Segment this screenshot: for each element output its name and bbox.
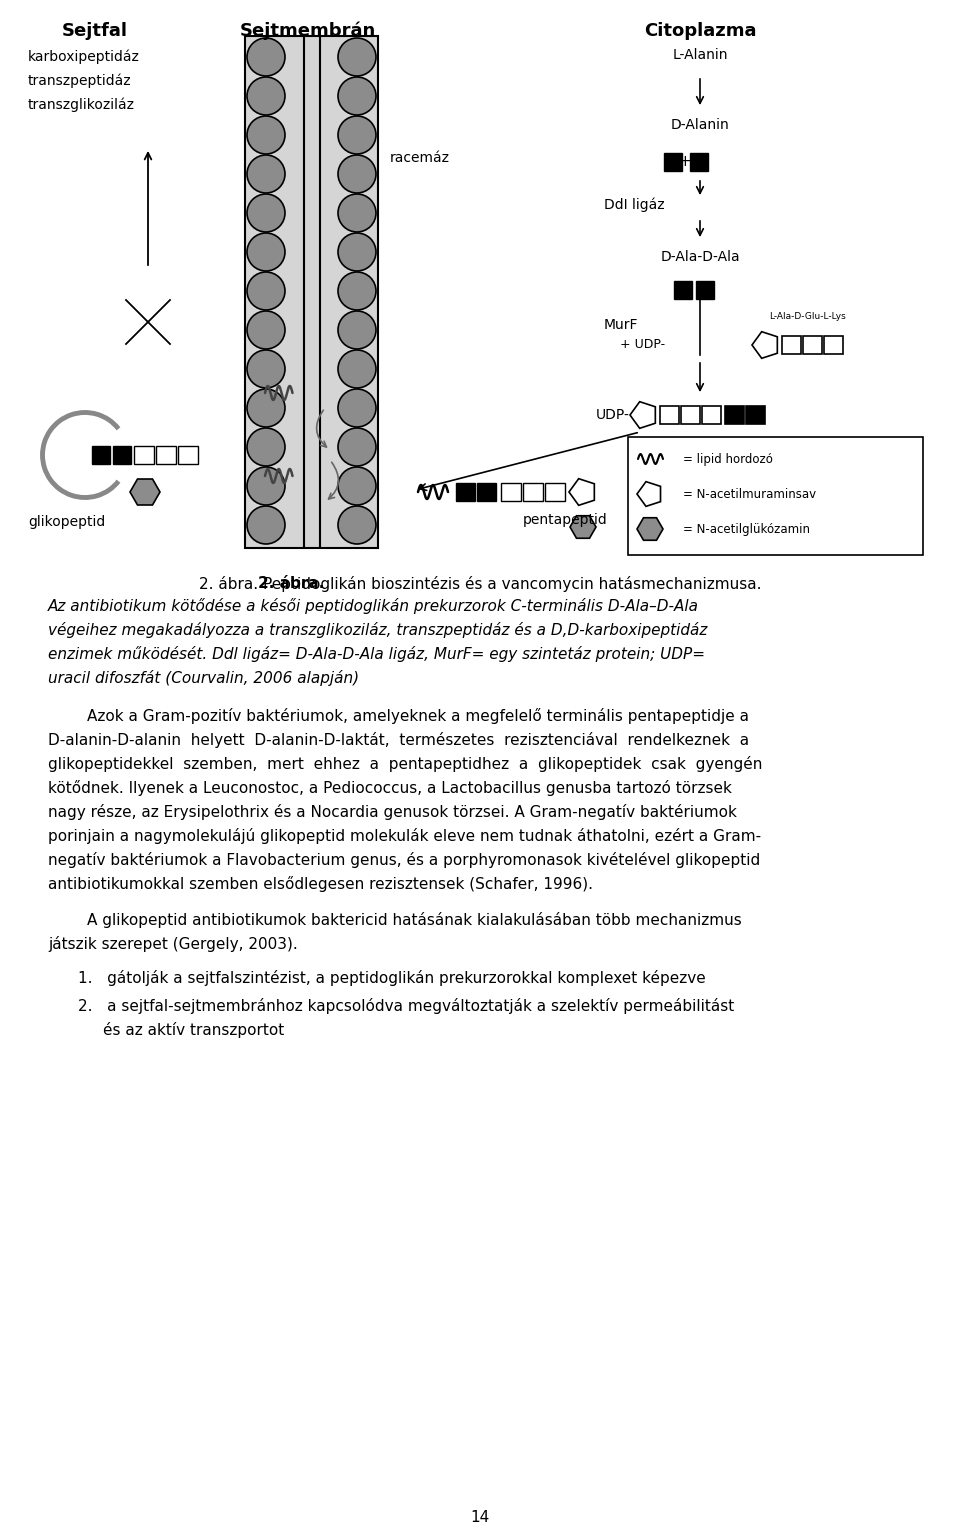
- Text: 14: 14: [470, 1511, 490, 1524]
- Text: racemáz: racemáz: [390, 151, 450, 165]
- Text: Azok a Gram-pozitív baktériumok, amelyeknek a megfelelő terminális pentapeptidje: Azok a Gram-pozitív baktériumok, amelyek…: [48, 708, 749, 725]
- Circle shape: [247, 428, 285, 466]
- Text: és az aktív transzportot: és az aktív transzportot: [103, 1021, 284, 1038]
- Text: kötődnek. Ilyenek a Leuconostoc, a Pediococcus, a Lactobacillus genusba tartozó : kötődnek. Ilyenek a Leuconostoc, a Pedio…: [48, 780, 732, 797]
- Circle shape: [247, 116, 285, 154]
- Bar: [803, 336, 822, 355]
- Polygon shape: [569, 479, 594, 505]
- Circle shape: [338, 194, 376, 232]
- Bar: [523, 483, 543, 502]
- Bar: [178, 446, 198, 463]
- Circle shape: [247, 310, 285, 349]
- Text: transzglikoziláz: transzglikoziláz: [28, 98, 135, 113]
- Circle shape: [247, 350, 285, 388]
- Text: Citoplazma: Citoplazma: [644, 21, 756, 40]
- Text: L-Alanin: L-Alanin: [672, 47, 728, 63]
- Bar: [628, 437, 923, 555]
- Circle shape: [338, 76, 376, 115]
- Bar: [113, 446, 131, 463]
- Bar: [674, 281, 692, 300]
- Text: Sejtfal: Sejtfal: [62, 21, 128, 40]
- Circle shape: [338, 350, 376, 388]
- Text: D-alanin-D-alanin  helyett  D-alanin-D-laktát,  természetes  rezisztenciával  re: D-alanin-D-alanin helyett D-alanin-D-lak…: [48, 732, 749, 748]
- Bar: [690, 153, 708, 171]
- Text: pentapeptid: pentapeptid: [522, 514, 608, 528]
- Text: végeihez megakadályozza a transzglikoziláz, transzpeptidáz és a D,D-karboxipepti: végeihez megakadályozza a transzglikozil…: [48, 622, 708, 638]
- Text: = N-acetilmuraminsav: = N-acetilmuraminsav: [683, 488, 816, 500]
- Bar: [696, 281, 714, 300]
- Text: = lipid hordozó: = lipid hordozó: [683, 453, 773, 465]
- Text: Sejtmembrán: Sejtmembrán: [240, 21, 376, 40]
- Polygon shape: [570, 515, 596, 538]
- Bar: [477, 483, 496, 502]
- Bar: [782, 336, 801, 355]
- Circle shape: [247, 76, 285, 115]
- Text: transzpeptidáz: transzpeptidáz: [28, 73, 132, 89]
- Circle shape: [338, 506, 376, 544]
- Text: A glikopeptid antibiotikumok baktericid hatásának kialakulásában több mechanizmu: A glikopeptid antibiotikumok baktericid …: [48, 911, 742, 928]
- Circle shape: [247, 466, 285, 505]
- Circle shape: [247, 38, 285, 76]
- Text: enzimek működését. Ddl ligáz= D-Ala-D-Ala ligáz, MurF= egy szintetáz protein; UD: enzimek működését. Ddl ligáz= D-Ala-D-Al…: [48, 645, 705, 662]
- Text: játszik szerepet (Gergely, 2003).: játszik szerepet (Gergely, 2003).: [48, 936, 298, 953]
- Circle shape: [338, 272, 376, 310]
- Bar: [156, 446, 176, 463]
- Bar: [660, 407, 679, 424]
- Polygon shape: [630, 402, 656, 428]
- Bar: [824, 336, 843, 355]
- Circle shape: [338, 310, 376, 349]
- Bar: [456, 483, 475, 502]
- Polygon shape: [752, 332, 778, 358]
- Bar: [501, 483, 521, 502]
- Text: = N-acetilglükózamin: = N-acetilglükózamin: [683, 523, 810, 535]
- Text: L-Ala-D-Glu-L-Lys: L-Ala-D-Glu-L-Lys: [770, 312, 847, 321]
- Text: +: +: [679, 154, 691, 170]
- Text: negatív baktériumok a Flavobacterium genus, és a porphyromonasok kivételével gli: negatív baktériumok a Flavobacterium gen…: [48, 852, 760, 868]
- Text: UDP-: UDP-: [596, 408, 630, 422]
- Text: 2.   a sejtfal-sejtmembránhoz kapcsolódva megváltoztatják a szelektív permeábili: 2. a sejtfal-sejtmembránhoz kapcsolódva …: [78, 998, 734, 1014]
- Bar: [545, 483, 565, 502]
- Text: D-Ala-D-Ala: D-Ala-D-Ala: [660, 251, 740, 265]
- Circle shape: [338, 388, 376, 427]
- Bar: [681, 407, 700, 424]
- Text: karboxipeptidáz: karboxipeptidáz: [28, 50, 140, 64]
- Text: MurF: MurF: [604, 318, 638, 332]
- Circle shape: [338, 466, 376, 505]
- Text: glikopeptid: glikopeptid: [28, 515, 106, 529]
- Polygon shape: [637, 482, 660, 506]
- Text: DdI ligáz: DdI ligáz: [604, 197, 664, 213]
- Text: 1.   gátolják a sejtfalszintézist, a peptidoglikán prekurzorokkal komplexet képe: 1. gátolják a sejtfalszintézist, a pepti…: [78, 969, 706, 986]
- Polygon shape: [637, 518, 663, 540]
- Circle shape: [338, 428, 376, 466]
- Text: 2. ábra.: 2. ábra.: [257, 576, 324, 592]
- Bar: [245, 37, 378, 547]
- Text: glikopeptidekkel  szemben,  mert  ehhez  a  pentapeptidhez  a  glikopeptidek  cs: glikopeptidekkel szemben, mert ehhez a p…: [48, 755, 762, 772]
- Bar: [746, 407, 765, 424]
- Text: + UDP-: + UDP-: [620, 338, 665, 352]
- Bar: [92, 446, 110, 463]
- Bar: [702, 407, 721, 424]
- Circle shape: [338, 232, 376, 271]
- Text: uracil difoszfát (Courvalin, 2006 alapján): uracil difoszfát (Courvalin, 2006 alapjá…: [48, 670, 359, 687]
- Circle shape: [247, 272, 285, 310]
- Bar: [664, 153, 682, 171]
- Circle shape: [338, 116, 376, 154]
- Circle shape: [338, 154, 376, 193]
- Text: porinjain a nagymolekulájú glikopeptid molekulák eleve nem tudnak áthatolni, ezé: porinjain a nagymolekulájú glikopeptid m…: [48, 829, 761, 844]
- Bar: [725, 407, 744, 424]
- Text: nagy része, az Erysipelothrix és a Nocardia genusok törzsei. A Gram-negatív bakt: nagy része, az Erysipelothrix és a Nocar…: [48, 804, 737, 820]
- Text: D-Alanin: D-Alanin: [671, 118, 730, 131]
- Bar: [134, 446, 154, 463]
- Circle shape: [247, 388, 285, 427]
- Text: antibiotikumokkal szemben elsődlegesen rezisztensek (Schafer, 1996).: antibiotikumokkal szemben elsődlegesen r…: [48, 876, 593, 891]
- Circle shape: [247, 154, 285, 193]
- Circle shape: [338, 38, 376, 76]
- Circle shape: [247, 194, 285, 232]
- Circle shape: [247, 506, 285, 544]
- Text: Az antibiotikum kötődése a késői peptidoglikán prekurzorok C-terminális D-Ala–D-: Az antibiotikum kötődése a késői peptido…: [48, 598, 699, 615]
- Polygon shape: [130, 479, 160, 505]
- Text: 2. ábra. Peptidoglikán bioszintézis és a vancomycin hatásmechanizmusa.: 2. ábra. Peptidoglikán bioszintézis és a…: [199, 576, 761, 592]
- Circle shape: [247, 232, 285, 271]
